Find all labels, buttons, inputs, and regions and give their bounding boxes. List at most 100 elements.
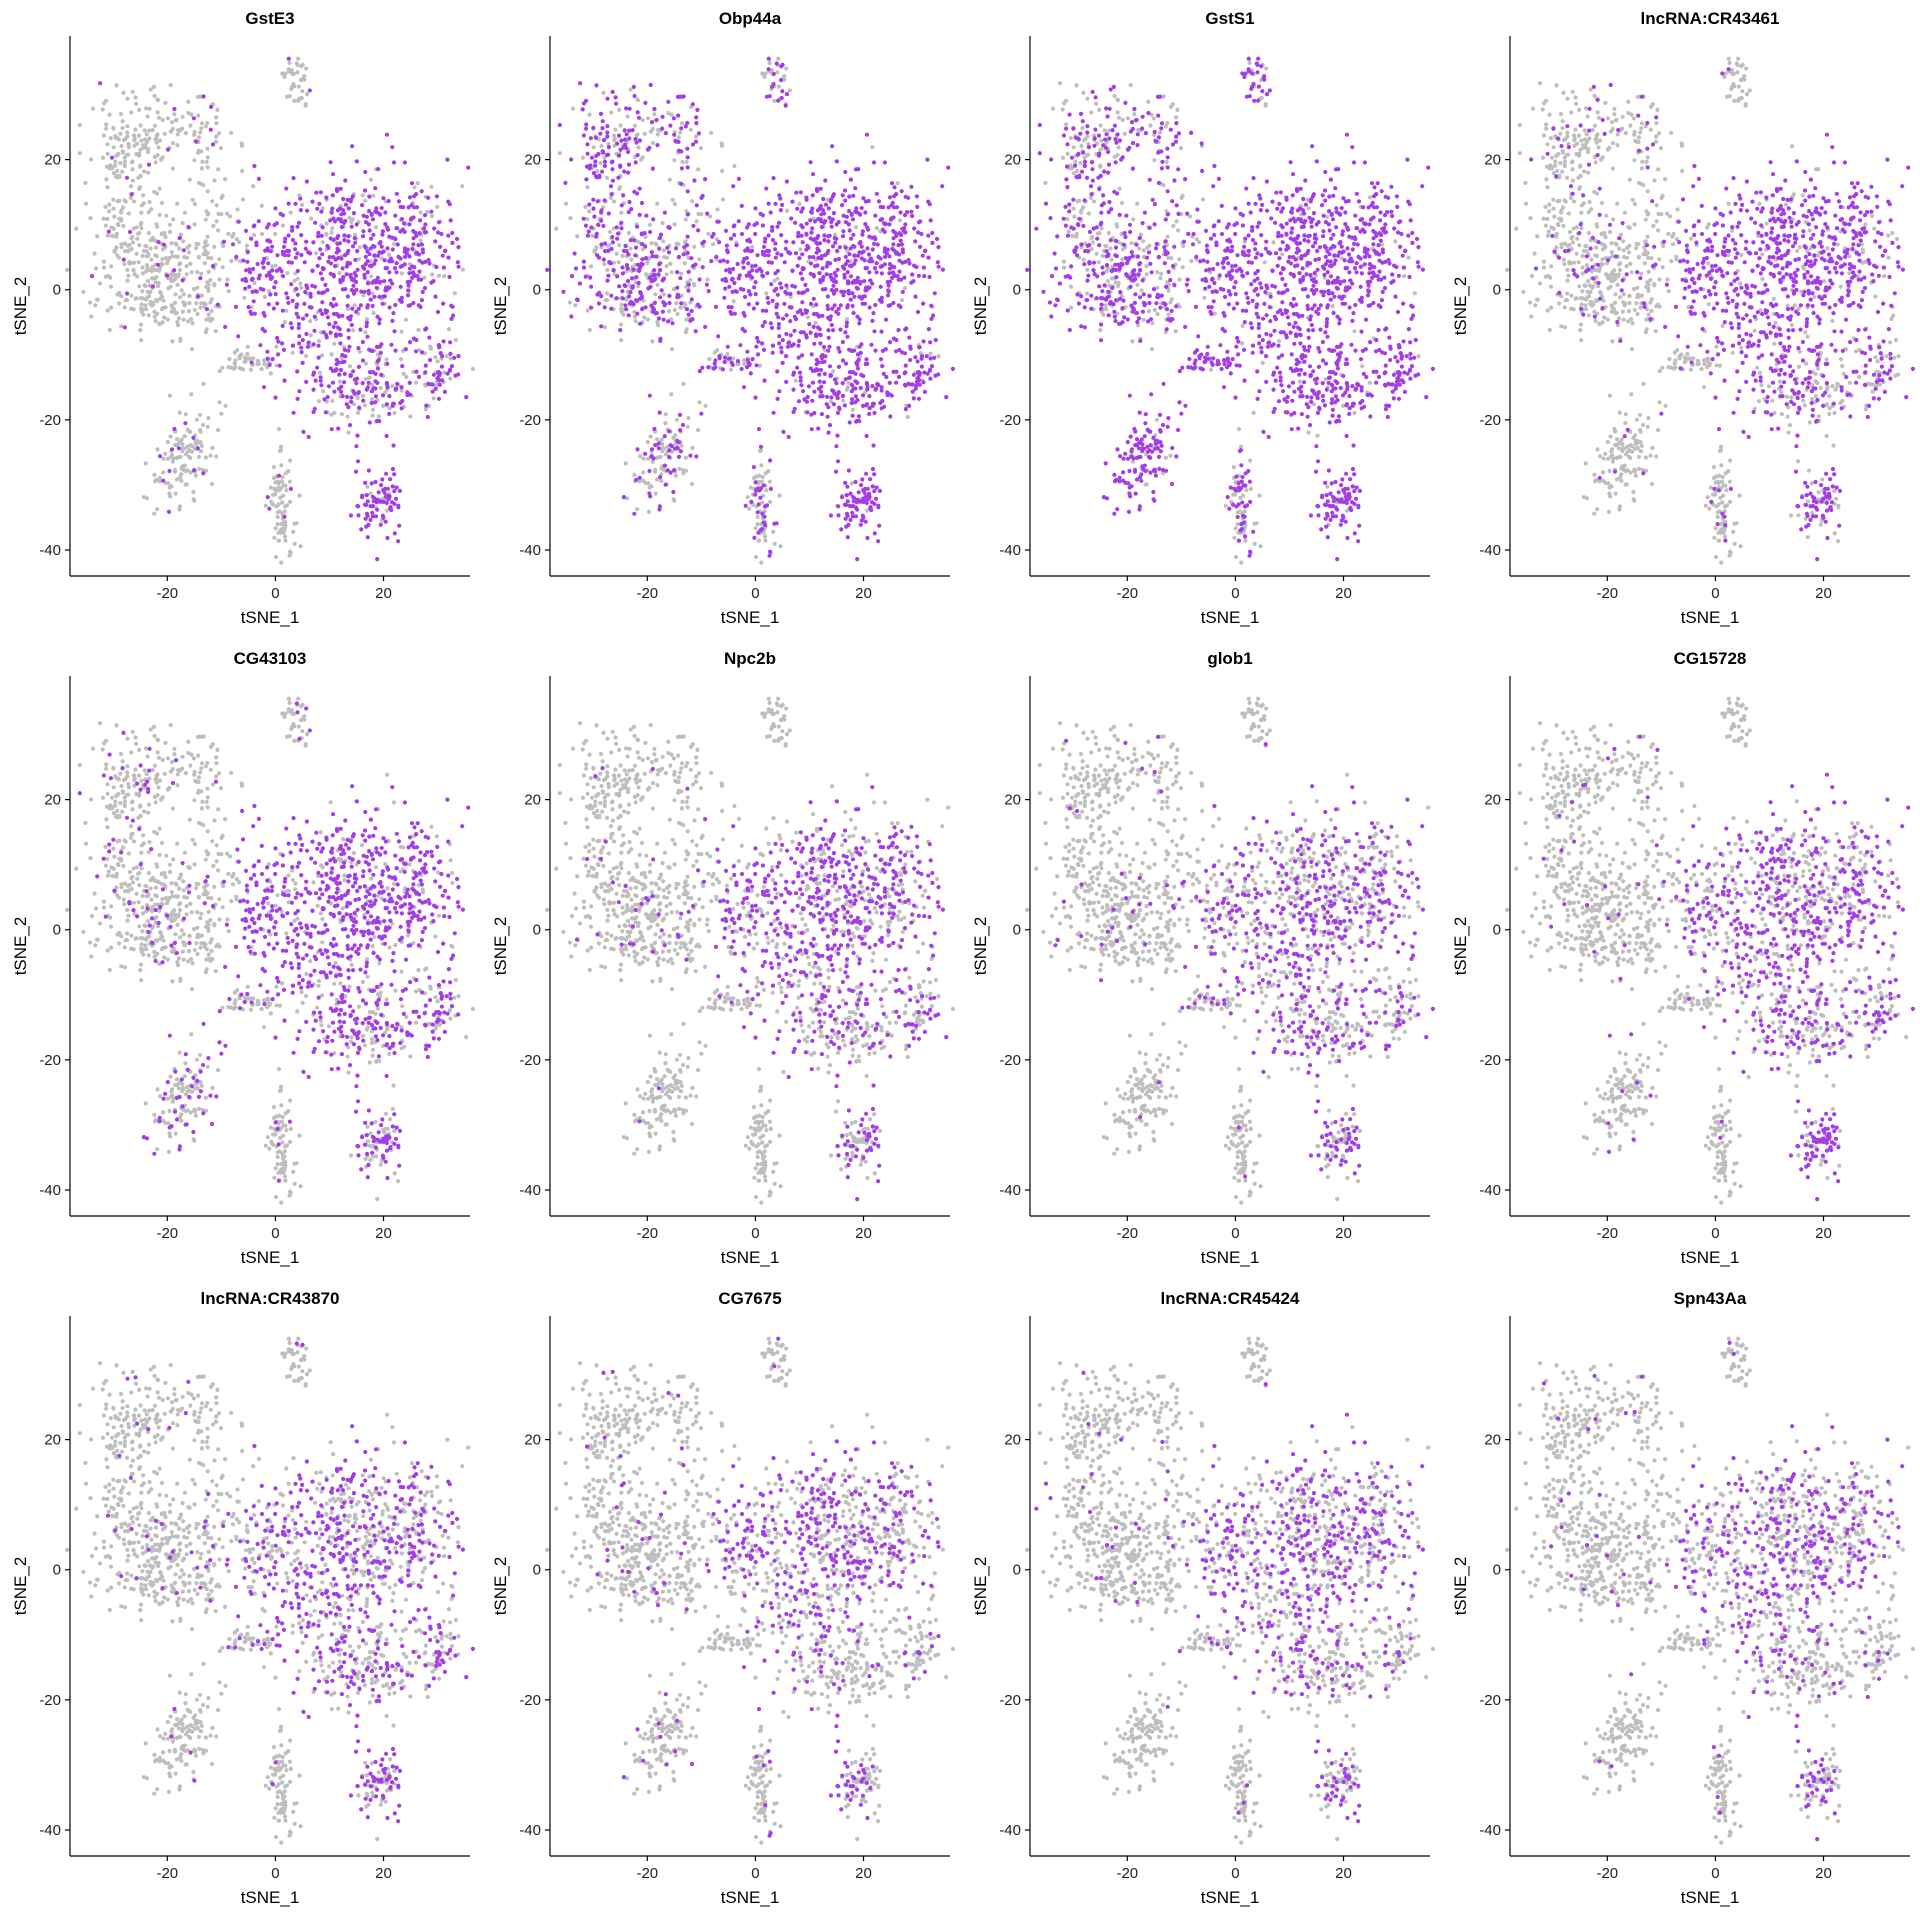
cell-point — [180, 309, 185, 314]
cell-point-expressing — [1131, 307, 1137, 312]
cell-point-expressing — [915, 309, 921, 315]
cell-point — [152, 123, 157, 128]
cell-point-expressing — [784, 331, 789, 337]
cell-point — [585, 216, 590, 222]
cell-point-expressing — [295, 396, 300, 401]
cell-point-expressing — [869, 507, 874, 513]
cell-point — [655, 323, 661, 328]
cell-point — [114, 153, 119, 158]
cell-point — [205, 424, 210, 429]
cell-point-expressing — [820, 352, 825, 358]
cell-point-expressing — [303, 290, 308, 295]
cell-point-expressing — [872, 241, 877, 246]
cell-point-expressing — [295, 369, 300, 374]
cell-point-expressing — [1130, 141, 1136, 146]
cell-point — [149, 257, 154, 262]
cell-point-expressing — [446, 233, 451, 238]
cell-point — [232, 350, 237, 355]
cell-point — [249, 305, 254, 310]
cell-point-expressing — [826, 430, 831, 435]
cell-point-expressing — [821, 196, 826, 202]
cell-point — [157, 138, 162, 143]
cell-point-expressing — [1147, 225, 1152, 230]
cell-point — [109, 305, 114, 310]
cell-point-expressing — [249, 236, 254, 241]
cell-point-expressing — [1168, 318, 1173, 323]
cell-point-expressing — [1135, 319, 1140, 325]
cell-point — [1064, 122, 1069, 127]
cell-point-expressing — [1146, 319, 1151, 324]
cell-point — [87, 300, 93, 305]
cell-point — [262, 294, 268, 299]
cell-point-expressing — [599, 218, 604, 223]
cell-point — [158, 291, 163, 296]
cell-point — [715, 207, 720, 212]
cell-point-expressing — [606, 273, 611, 278]
cell-point — [605, 267, 610, 272]
cell-point-expressing — [297, 389, 302, 394]
cell-point-expressing — [437, 373, 442, 378]
cell-point-expressing — [757, 266, 762, 271]
cell-point — [1174, 115, 1179, 120]
cell-point — [1260, 360, 1265, 365]
cell-point-expressing — [1122, 315, 1127, 320]
cell-point-expressing — [392, 472, 397, 477]
cell-point — [214, 203, 219, 208]
cell-point — [217, 257, 222, 262]
cell-point-expressing — [834, 469, 839, 474]
cell-point — [625, 114, 630, 119]
cell-point — [185, 468, 190, 473]
cell-point-expressing — [811, 274, 816, 279]
cell-point-expressing — [693, 139, 699, 144]
cell-point — [125, 267, 130, 272]
cell-point-expressing — [177, 235, 182, 241]
cell-point-expressing — [614, 101, 619, 106]
cell-point-expressing — [615, 141, 620, 146]
y-tick-label: -40 — [39, 542, 61, 559]
cell-point-expressing — [455, 260, 460, 265]
cell-point-expressing — [437, 345, 442, 350]
cell-point — [138, 173, 143, 178]
cell-point-expressing — [847, 228, 852, 233]
cell-point-expressing — [917, 373, 922, 378]
cell-point-expressing — [841, 213, 846, 218]
cell-point-expressing — [375, 366, 381, 371]
cell-point — [210, 199, 215, 204]
cell-point — [130, 234, 135, 240]
cell-point — [598, 160, 603, 166]
cell-point-expressing — [1071, 126, 1076, 131]
cell-point — [103, 204, 108, 209]
cell-point-expressing — [282, 244, 287, 249]
cell-point — [686, 416, 691, 421]
cell-point — [1060, 107, 1065, 112]
cell-point-expressing — [1099, 302, 1104, 307]
cell-point — [130, 159, 135, 164]
cell-point — [205, 146, 210, 151]
cell-point-expressing — [1107, 301, 1113, 306]
cell-point-expressing — [363, 220, 368, 225]
cell-point-expressing — [736, 176, 741, 181]
cell-point — [442, 370, 447, 375]
cell-point-expressing — [804, 197, 809, 202]
cell-point — [760, 474, 765, 480]
cell-point-expressing — [588, 136, 593, 141]
cell-point — [176, 441, 181, 446]
cell-point — [805, 315, 810, 320]
cell-point — [607, 243, 612, 248]
cell-point-expressing — [252, 163, 257, 169]
cell-point-expressing — [420, 260, 425, 265]
cell-point-expressing — [1344, 132, 1350, 137]
cell-point-expressing — [831, 279, 836, 284]
cell-point-expressing — [383, 222, 388, 227]
cell-point-expressing — [342, 211, 347, 216]
cell-point-expressing — [304, 379, 309, 384]
cell-point-expressing — [662, 210, 667, 215]
cell-point-expressing — [456, 264, 461, 269]
cell-point-expressing — [1083, 249, 1088, 254]
cell-point-expressing — [1093, 127, 1098, 132]
cell-point — [217, 277, 222, 282]
cell-point — [1115, 311, 1120, 316]
cell-point-expressing — [380, 229, 385, 234]
cell-point-expressing — [658, 338, 663, 343]
cell-point-expressing — [1310, 144, 1315, 149]
